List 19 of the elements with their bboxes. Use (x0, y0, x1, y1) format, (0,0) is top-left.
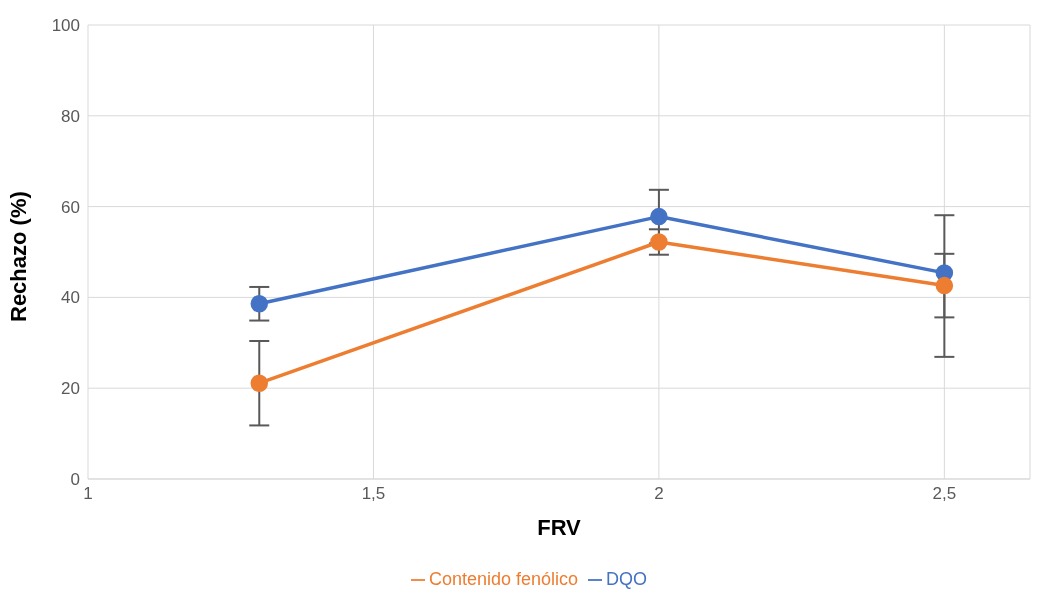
point (935, 276, 954, 295)
x-tick-label: 1 (83, 484, 93, 504)
y-tick-label: 100 (51, 16, 80, 36)
x-tick-label: 2 (654, 484, 664, 504)
y-tick-label: 80 (61, 106, 80, 126)
y-tick-label: 0 (70, 470, 80, 490)
x-tick-label: 1,5 (361, 484, 386, 504)
point (650, 207, 668, 226)
y-axis-title: Rechazo (%) (5, 191, 31, 322)
y-tick-label: 20 (61, 379, 80, 399)
point (250, 295, 269, 313)
x-tick-label: 2,5 (932, 484, 957, 504)
legend-label: DQO (606, 569, 648, 589)
point (650, 233, 668, 251)
y-tick-label: 40 (61, 288, 80, 308)
legend-label: Contenido fenólico (428, 569, 579, 589)
x-axis-title: FRV (537, 514, 582, 540)
point (250, 374, 269, 392)
y-tick-label: 60 (61, 197, 80, 217)
